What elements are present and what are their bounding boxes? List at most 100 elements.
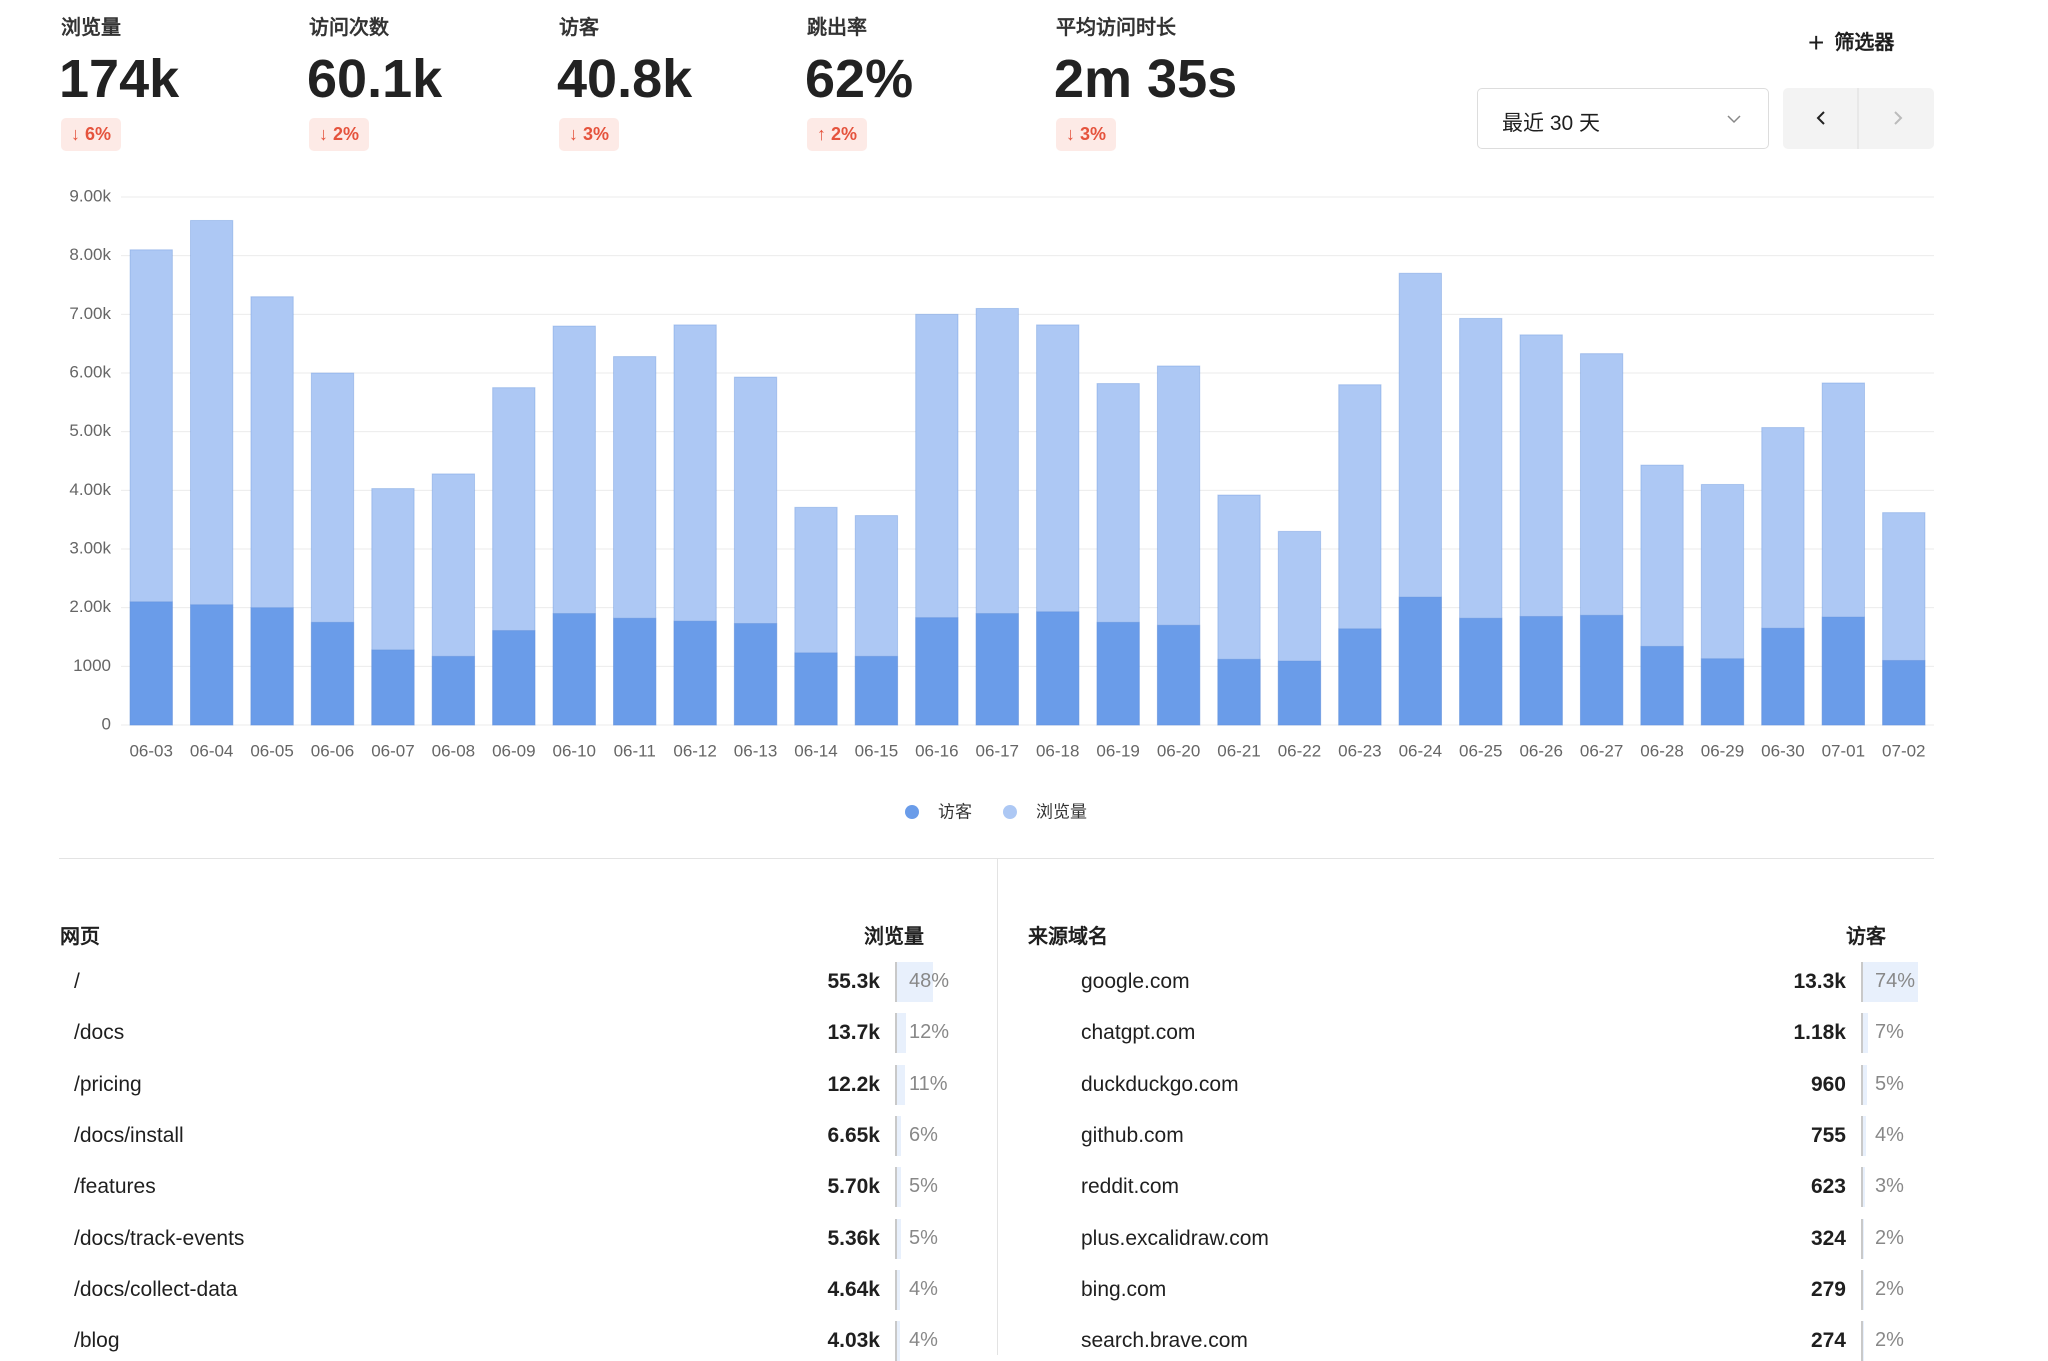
row-label: /: [74, 970, 80, 993]
share-line: [895, 1321, 897, 1361]
bar: [552, 613, 596, 726]
x-tick-label: 07-01: [1822, 741, 1865, 760]
x-tick-label: 06-14: [794, 741, 837, 760]
bar: [613, 617, 657, 726]
x-tick-label: 06-18: [1036, 741, 1079, 760]
share-bar: [897, 1115, 902, 1156]
bar: [1398, 596, 1442, 726]
row-label: bing.com: [1081, 1277, 1167, 1301]
stat-label: 平均访问时长: [1056, 17, 1176, 39]
row-label: /docs/install: [74, 1123, 184, 1147]
row-label: /docs/collect-data: [74, 1277, 238, 1301]
nav-buttons: [1783, 88, 1934, 149]
row-value: 5.36k: [827, 1226, 880, 1250]
legend-label: 访客: [938, 802, 972, 821]
row-label: google.com: [1081, 970, 1190, 993]
x-tick-label: 06-30: [1761, 741, 1804, 760]
row-share: 4%: [909, 1277, 938, 1300]
bar: [431, 655, 476, 726]
x-tick-label: 06-16: [915, 741, 958, 760]
table-header: 网页: [60, 926, 100, 948]
row-label: search.brave.com: [1081, 1329, 1248, 1353]
row-value: 274: [1810, 1329, 1846, 1353]
share-bar: [897, 1013, 906, 1054]
x-tick-label: 06-26: [1519, 741, 1562, 760]
x-tick-label: 06-13: [734, 741, 777, 760]
share-line: [895, 1013, 897, 1054]
filter-button[interactable]: + 筛选器: [1808, 26, 1894, 59]
stat-value: 60.1k: [307, 49, 443, 109]
row-share: 5%: [1875, 1072, 1904, 1095]
row-share: 4%: [909, 1329, 938, 1352]
bar: [1217, 658, 1261, 726]
stat-label: 访客: [559, 17, 599, 39]
range-select[interactable]: 最近 30 天: [1477, 88, 1769, 149]
bar: [250, 607, 294, 726]
share-bar: [897, 1167, 901, 1208]
row-share: 7%: [1875, 1021, 1904, 1044]
x-tick-label: 06-05: [250, 741, 293, 760]
x-tick-label: 06-15: [855, 741, 898, 760]
bar: [189, 604, 234, 726]
y-tick-label: 3.00k: [69, 538, 111, 557]
stat-label: 跳出率: [807, 17, 867, 39]
row-share: 11%: [909, 1072, 948, 1095]
stat-label: 访问次数: [309, 17, 389, 39]
bar: [1036, 611, 1080, 726]
divider: [997, 858, 998, 1355]
y-tick-label: 4.00k: [69, 480, 111, 499]
x-tick-label: 06-24: [1399, 741, 1442, 760]
row-value: 12.2k: [827, 1072, 880, 1096]
x-tick-label: 06-17: [976, 741, 1019, 760]
bar: [1882, 659, 1926, 726]
bar: [1277, 660, 1322, 726]
table-header: 浏览量: [864, 926, 924, 948]
row-value: 4.03k: [827, 1329, 880, 1353]
row-label: reddit.com: [1081, 1175, 1180, 1199]
bar: [854, 655, 899, 726]
row-label: github.com: [1081, 1123, 1184, 1147]
y-tick-label: 7.00k: [69, 304, 111, 323]
x-tick-label: 06-29: [1701, 741, 1744, 760]
table-header: 访客: [1846, 926, 1886, 948]
row-share: 3%: [1875, 1175, 1904, 1198]
row-label: /blog: [74, 1329, 120, 1353]
x-tick-label: 06-23: [1338, 741, 1381, 760]
x-tick-label: 06-06: [311, 741, 354, 760]
x-tick-label: 06-21: [1217, 741, 1260, 760]
x-tick-label: 06-12: [673, 741, 716, 760]
share-line: [1861, 1321, 1863, 1361]
stat-label: 浏览量: [61, 17, 121, 39]
stat-value: 40.8k: [557, 49, 693, 109]
share-bar: [897, 1218, 901, 1259]
bar: [1096, 621, 1140, 726]
share-line: [1861, 1115, 1863, 1156]
share-line: [1861, 1269, 1863, 1310]
y-tick-label: 9.00k: [69, 186, 111, 205]
share-bar: [1863, 1013, 1869, 1054]
x-tick-label: 06-03: [129, 741, 172, 760]
row-value: 623: [1810, 1175, 1846, 1199]
share-bar: [1863, 1115, 1866, 1156]
bar: [371, 649, 415, 726]
x-tick-label: 06-11: [614, 741, 656, 760]
range-label: 最近 30 天: [1502, 112, 1601, 135]
x-tick-label: 06-04: [190, 741, 233, 760]
bar: [1761, 627, 1805, 726]
row-share: 48%: [909, 970, 950, 992]
stat-value: 62%: [805, 49, 914, 109]
row-value: 13.7k: [827, 1021, 880, 1045]
bar: [1821, 616, 1866, 726]
row-label: duckduckgo.com: [1081, 1072, 1239, 1096]
row-share: 5%: [909, 1226, 938, 1249]
row-share: 2%: [1875, 1277, 1904, 1300]
share-bar: [897, 1064, 906, 1105]
row-label: /pricing: [74, 1072, 142, 1096]
row-share: 5%: [909, 1175, 938, 1198]
row-value: 960: [1810, 1072, 1846, 1096]
x-tick-label: 06-19: [1096, 741, 1139, 760]
legend-label: 浏览量: [1036, 802, 1087, 821]
row-label: /docs/track-events: [74, 1226, 245, 1250]
bar: [1338, 628, 1382, 726]
